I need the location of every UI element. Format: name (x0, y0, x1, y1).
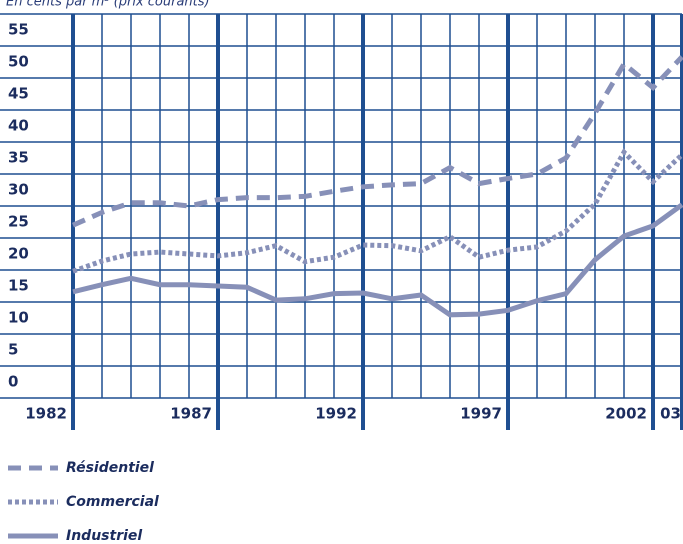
x-tick-label: 2002 (605, 405, 647, 423)
x-tick-label: 03 (660, 405, 681, 423)
x-tick-label: 1987 (170, 405, 212, 423)
y-tick-label: 45 (8, 85, 29, 103)
series-line (72, 148, 683, 274)
y-tick-label: 40 (8, 117, 29, 135)
y-tick-label: 20 (8, 245, 29, 263)
y-tick-label: 55 (8, 21, 29, 39)
legend-label: Résidentiel (66, 460, 154, 476)
legend-label: Industriel (66, 528, 142, 544)
y-tick-label: 30 (8, 181, 29, 199)
y-tick-label: 25 (8, 213, 29, 231)
y-tick-label: 35 (8, 149, 29, 167)
y-tick-label: 15 (8, 277, 29, 295)
legend-label: Commercial (66, 494, 159, 510)
y-tick-label: 10 (8, 309, 29, 327)
x-tick-label: 1992 (315, 405, 357, 423)
chart-title: En cents par m³ (prix courants) (6, 0, 210, 10)
x-tick-label: 1982 (25, 405, 67, 423)
y-tick-label: 0 (8, 373, 18, 391)
x-tick-label: 1997 (460, 405, 502, 423)
y-tick-label: 50 (8, 53, 29, 71)
y-tick-label: 5 (8, 341, 18, 359)
series-line (72, 202, 683, 318)
series-line (71, 55, 683, 228)
